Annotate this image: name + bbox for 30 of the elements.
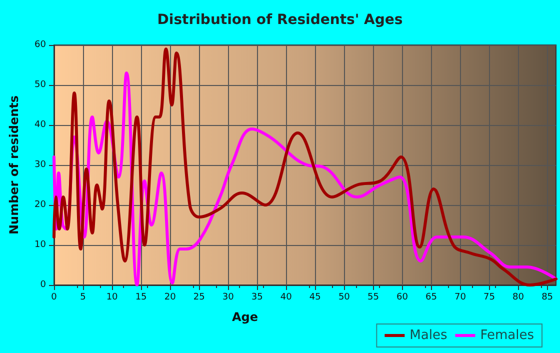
x-tick-label: 20 [164,292,176,302]
x-tick-label: 25 [193,292,205,302]
x-tick-label: 35 [251,292,263,302]
x-tick-label: 45 [309,292,321,302]
y-axis-title: Number of residents [7,95,21,235]
chart-title: Distribution of Residents' Ages [157,12,403,28]
x-tick-label: 75 [484,292,495,302]
legend-label: Males [410,328,448,343]
x-axis-title: Age [232,310,258,324]
y-tick-label: 40 [34,120,46,130]
y-tick-label: 20 [34,200,46,210]
y-tick-label: 50 [34,80,46,90]
x-tick-label: 10 [106,292,118,302]
y-tick-label: 0 [40,280,46,290]
y-tick-label: 60 [34,40,46,50]
x-tick-label: 55 [367,292,379,302]
y-tick-label: 30 [34,160,46,170]
x-tick-label: 5 [80,292,86,302]
x-tick-label: 70 [454,292,466,302]
legend-label: Females [480,328,534,343]
x-tick-label: 80 [512,292,524,302]
x-tick-label: 40 [280,292,292,302]
x-tick-label: 65 [426,292,437,302]
x-tick-label: 50 [338,292,350,302]
x-tick-label: 15 [135,292,147,302]
y-tick-label: 10 [34,240,46,250]
x-tick-label: 60 [396,292,408,302]
x-tick-label: 0 [51,292,58,302]
x-tick-label: 30 [222,292,234,302]
x-tick-label: 85 [542,292,554,302]
